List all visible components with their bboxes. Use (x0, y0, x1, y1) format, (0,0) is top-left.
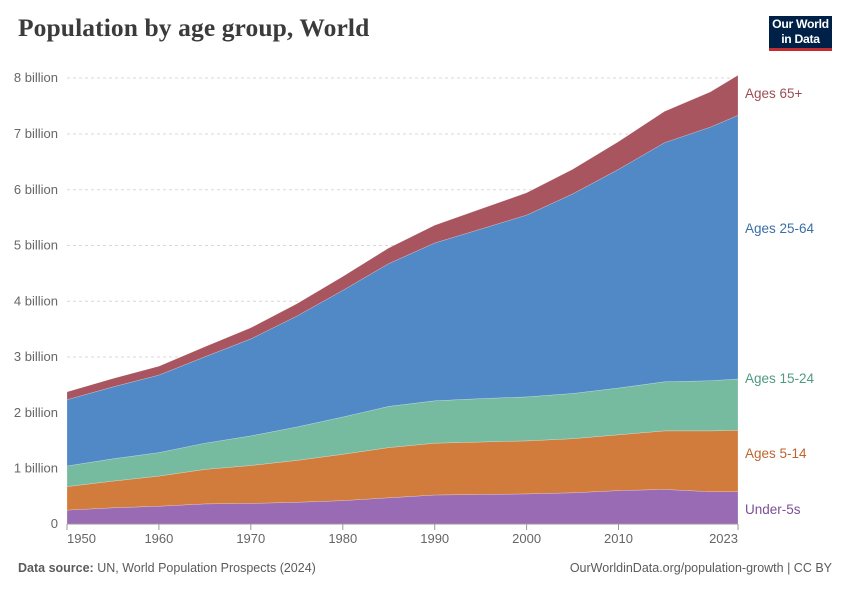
svg-text:Ages 25-64: Ages 25-64 (745, 221, 815, 236)
svg-text:1960: 1960 (144, 531, 173, 546)
svg-text:1970: 1970 (236, 531, 265, 546)
svg-text:8 billion: 8 billion (14, 70, 58, 85)
svg-text:5 billion: 5 billion (14, 238, 58, 253)
svg-text:1 billion: 1 billion (14, 461, 58, 476)
svg-text:6 billion: 6 billion (14, 182, 58, 197)
svg-text:7 billion: 7 billion (14, 126, 58, 141)
svg-text:2010: 2010 (604, 531, 633, 546)
svg-text:Ages 15-24: Ages 15-24 (745, 371, 815, 386)
svg-text:1980: 1980 (328, 531, 357, 546)
svg-text:2023: 2023 (709, 531, 738, 546)
svg-text:0: 0 (51, 516, 58, 531)
svg-text:Under-5s: Under-5s (745, 502, 801, 517)
svg-text:1950: 1950 (67, 531, 96, 546)
svg-text:3 billion: 3 billion (14, 349, 58, 364)
svg-text:4 billion: 4 billion (14, 293, 58, 308)
svg-text:2000: 2000 (512, 531, 541, 546)
svg-text:1990: 1990 (420, 531, 449, 546)
svg-text:Ages 5-14: Ages 5-14 (745, 446, 807, 461)
svg-text:Ages 65+: Ages 65+ (745, 86, 803, 101)
svg-text:2 billion: 2 billion (14, 405, 58, 420)
